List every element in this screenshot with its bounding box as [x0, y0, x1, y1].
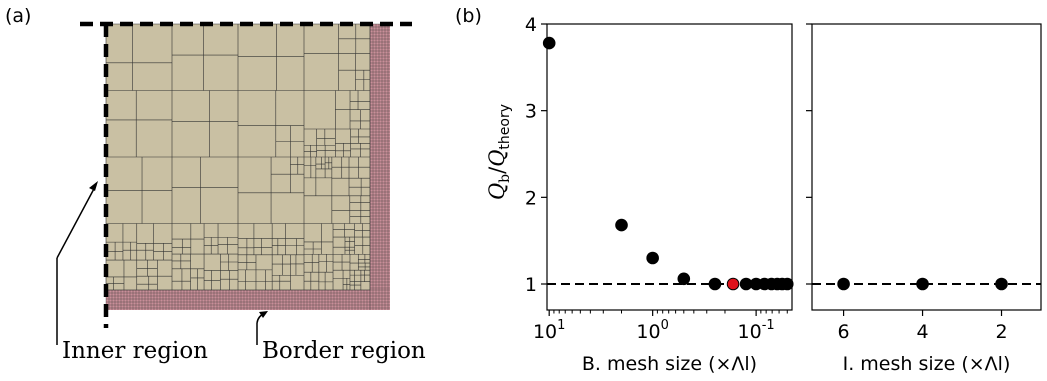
inner-region-arrow — [56, 184, 97, 259]
panel-a-label: (a) — [5, 5, 31, 27]
data-point — [677, 272, 691, 286]
y-tick-label: 4 — [525, 14, 537, 36]
data-point — [708, 277, 722, 291]
data-point — [916, 277, 929, 291]
chart-inner-mesh: 6 4 2 I. mesh size (×Λl) — [806, 23, 1042, 375]
highlight-point — [726, 277, 740, 291]
chart-boundary-mesh: 1 2 3 4 101 100 10-1 B. mesh size (×Λl) — [525, 14, 794, 375]
inner-region-arrowhead — [89, 181, 98, 191]
inner-mesh — [105, 23, 371, 291]
y-axis-label: Qb/Qtheory — [485, 104, 513, 200]
y-tick-label: 1 — [525, 274, 537, 296]
y-tick-label: 3 — [525, 101, 537, 123]
border-region-label: Border region — [262, 338, 426, 364]
y-tick-label: 2 — [525, 187, 537, 209]
x-axis-label: I. mesh size (×Λl) — [843, 353, 1011, 375]
data-point — [615, 218, 628, 232]
x-tick-label: 4 — [917, 321, 929, 343]
inner-region-label: Inner region — [62, 338, 208, 364]
x-axis-label: B. mesh size (×Λl) — [582, 353, 757, 375]
mesh-domain — [105, 23, 390, 310]
panel-b-label: (b) — [455, 5, 482, 27]
mesh-lines — [105, 23, 390, 310]
plot-frame — [811, 23, 1042, 311]
x-tick-label: 2 — [995, 321, 1007, 343]
x-tick-label: 10-1 — [738, 318, 775, 343]
data-point — [542, 36, 556, 50]
data-point — [646, 251, 659, 265]
data-point — [780, 277, 794, 291]
data-point — [995, 277, 1008, 291]
x-tick-label: 100 — [636, 318, 668, 343]
border-region-arrowhead — [259, 311, 268, 318]
x-tick-label: 6 — [838, 321, 850, 343]
x-tick-label: 101 — [533, 318, 565, 343]
plot-frame — [546, 23, 793, 311]
data-point — [837, 277, 850, 291]
